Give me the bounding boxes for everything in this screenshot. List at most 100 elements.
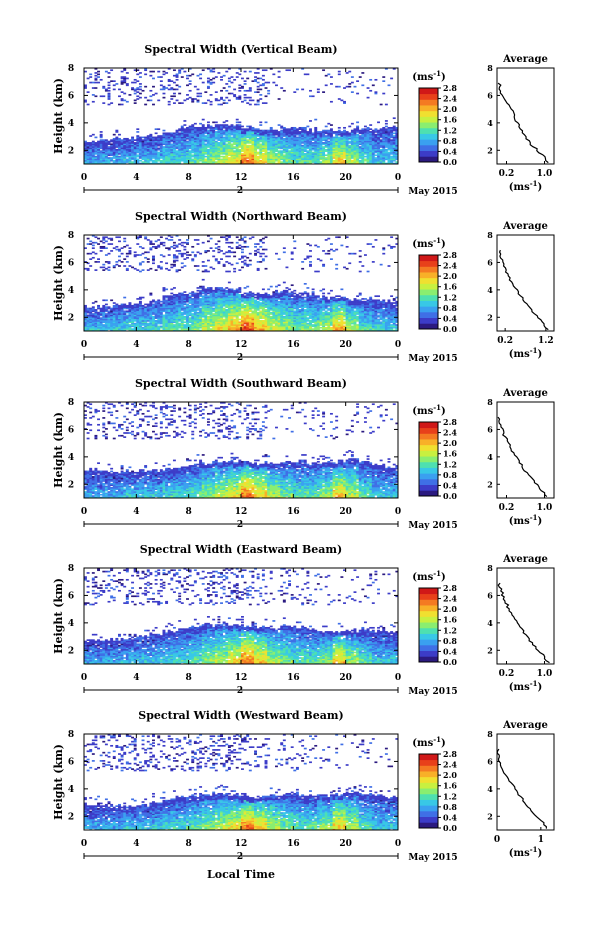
heatmap-cell bbox=[118, 306, 121, 308]
heatmap-cell bbox=[277, 153, 281, 155]
heatmap-cell bbox=[157, 313, 161, 315]
heatmap-cell bbox=[288, 137, 292, 140]
heatmap-cell bbox=[214, 322, 218, 325]
heatmap-cell bbox=[125, 147, 129, 150]
heatmap-cell bbox=[170, 132, 174, 135]
heatmap-cell bbox=[353, 85, 357, 88]
heatmap-cell bbox=[196, 139, 200, 141]
heatmap-cell bbox=[212, 136, 216, 139]
heatmap-cell bbox=[384, 132, 388, 135]
heatmap-cell bbox=[222, 236, 226, 239]
heatmap-cell bbox=[115, 318, 119, 321]
heatmap-cell bbox=[191, 324, 195, 326]
heatmap-cell bbox=[387, 159, 391, 162]
heatmap-cell bbox=[191, 128, 195, 131]
heatmap-cell bbox=[390, 140, 394, 143]
heatmap-cell bbox=[204, 151, 208, 154]
heatmap-cell bbox=[220, 318, 223, 321]
heatmap-cell bbox=[94, 313, 98, 315]
heatmap-cell bbox=[306, 73, 310, 76]
heatmap-cell bbox=[309, 155, 312, 158]
heatmap-cell bbox=[144, 144, 148, 147]
heatmap-cell bbox=[348, 83, 352, 85]
heatmap-cell bbox=[337, 162, 341, 165]
heatmap-cell bbox=[348, 157, 352, 159]
heatmap-cell bbox=[89, 252, 93, 255]
heatmap-cell bbox=[120, 150, 124, 152]
heatmap-cell bbox=[178, 302, 182, 304]
heatmap-cell bbox=[379, 153, 383, 155]
heatmap-cell bbox=[390, 146, 394, 148]
heatmap-cell bbox=[230, 306, 234, 308]
heatmap-cell bbox=[222, 295, 226, 298]
heatmap-cell bbox=[395, 147, 399, 150]
heatmap-cell bbox=[329, 124, 333, 126]
heatmap-cell bbox=[256, 100, 260, 103]
heatmap-cell bbox=[165, 326, 169, 329]
heatmap-cell bbox=[230, 291, 234, 293]
heatmap-cell bbox=[277, 144, 281, 147]
heatmap-cell bbox=[361, 140, 365, 143]
heatmap-cell bbox=[209, 146, 213, 148]
heatmap-cell bbox=[230, 140, 234, 143]
heatmap-cell bbox=[131, 81, 135, 84]
heatmap-cell bbox=[115, 140, 119, 143]
heatmap-cell bbox=[154, 310, 158, 313]
heatmap-cell bbox=[382, 136, 386, 139]
heatmap-cell bbox=[172, 326, 176, 329]
heatmap-cell bbox=[353, 128, 357, 131]
heatmap-cell bbox=[306, 147, 310, 150]
colorbar-segment bbox=[419, 122, 438, 129]
heatmap-cell bbox=[298, 133, 302, 136]
heatmap-cell bbox=[298, 159, 302, 162]
heatmap-cell bbox=[201, 132, 205, 135]
heatmap-cell bbox=[107, 252, 111, 255]
heatmap-cell bbox=[125, 143, 129, 146]
heatmap-cell bbox=[254, 136, 257, 139]
heatmap-cell bbox=[243, 133, 247, 136]
heatmap-cell bbox=[201, 285, 205, 288]
heatmap-cell bbox=[222, 289, 226, 292]
heatmap-cell bbox=[225, 124, 229, 126]
heatmap-cell bbox=[212, 158, 216, 161]
heatmap-cell bbox=[128, 302, 132, 304]
heatmap-cell bbox=[107, 307, 111, 310]
heatmap-cell bbox=[91, 151, 95, 154]
heatmap-cell bbox=[199, 291, 203, 293]
heatmap-cell bbox=[374, 140, 378, 143]
heatmap-cell bbox=[261, 159, 265, 162]
heatmap-cell bbox=[217, 135, 221, 137]
heatmap-cell bbox=[191, 322, 195, 325]
heatmap-cell bbox=[188, 157, 192, 159]
heatmap-cell bbox=[159, 307, 163, 310]
heatmap-cell bbox=[217, 148, 221, 151]
heatmap-cell bbox=[335, 142, 339, 144]
heatmap-cell bbox=[183, 318, 187, 321]
heatmap-cell bbox=[350, 159, 354, 162]
heatmap-cell bbox=[340, 143, 344, 146]
heatmap-cell bbox=[204, 102, 208, 104]
heatmap-cell bbox=[222, 146, 226, 148]
heatmap-cell bbox=[110, 102, 114, 104]
heatmap-cell bbox=[204, 299, 208, 302]
heatmap-cell bbox=[272, 159, 276, 162]
heatmap-cell bbox=[340, 144, 344, 147]
heatmap-cell bbox=[141, 158, 145, 161]
heatmap-cell bbox=[235, 154, 239, 157]
heatmap-cell bbox=[167, 132, 171, 135]
heatmap-cell bbox=[303, 147, 307, 150]
heatmap-cell bbox=[120, 303, 124, 306]
heatmap-cell bbox=[363, 131, 367, 133]
heatmap-cell bbox=[329, 159, 333, 162]
heatmap-cell bbox=[256, 161, 260, 163]
heatmap-cell bbox=[243, 132, 247, 135]
heatmap-cell bbox=[377, 144, 380, 147]
heatmap-cell bbox=[196, 74, 200, 77]
heatmap-cell bbox=[141, 314, 145, 317]
heatmap-cell bbox=[314, 135, 318, 137]
heatmap-cell bbox=[214, 133, 218, 136]
heatmap-cell bbox=[222, 161, 226, 163]
heatmap-cell bbox=[340, 154, 344, 157]
heatmap-cell bbox=[230, 151, 234, 154]
heatmap-cell bbox=[316, 91, 320, 93]
